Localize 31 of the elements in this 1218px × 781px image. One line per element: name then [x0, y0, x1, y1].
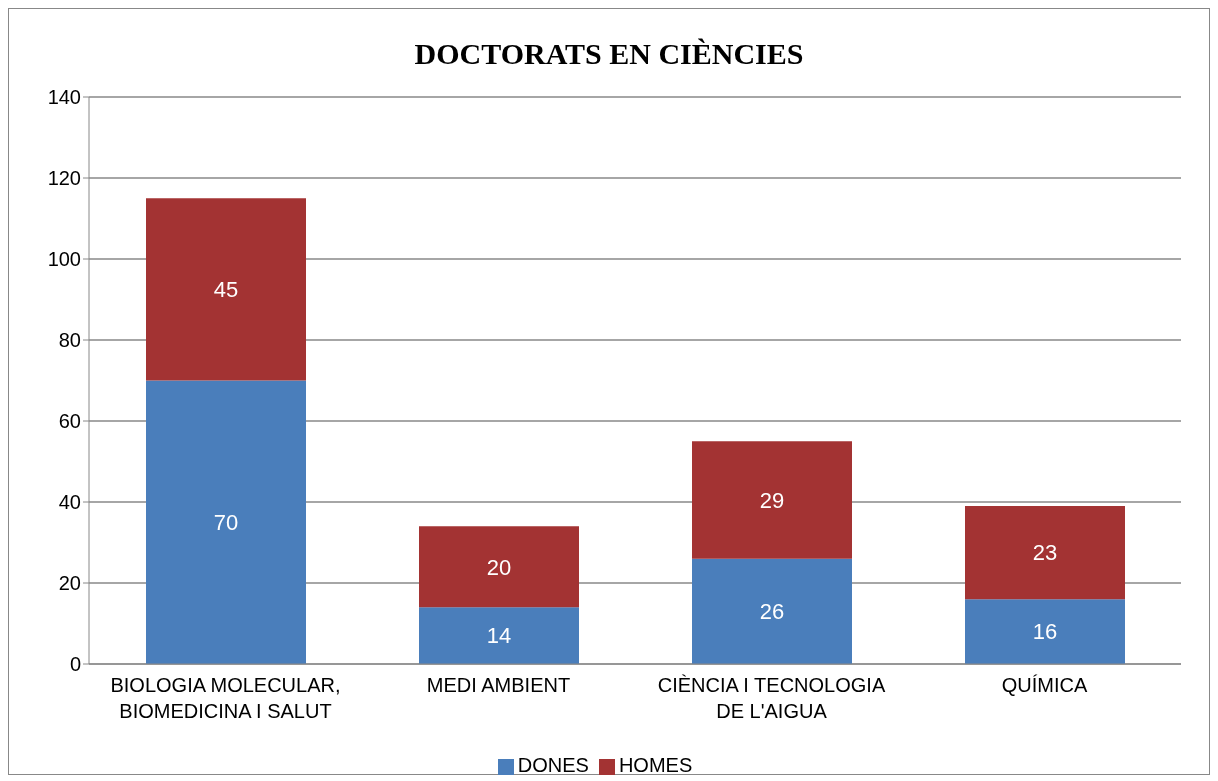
bar [965, 599, 1125, 664]
y-tick-label: 120 [47, 167, 81, 190]
data-label: 29 [759, 487, 785, 513]
bar [692, 441, 852, 559]
x-tick-label: QUÍMICA [1001, 674, 1088, 696]
data-label: 70 [213, 510, 239, 536]
y-tick-label: 100 [47, 248, 81, 271]
data-label: 14 [486, 623, 512, 649]
y-tick-label: 60 [58, 410, 81, 433]
y-tick-label: 40 [58, 491, 81, 514]
y-tick-label: 20 [58, 572, 81, 595]
bar [146, 198, 306, 381]
bar [419, 607, 579, 664]
bar [146, 380, 306, 664]
y-tick-label: 0 [69, 653, 81, 676]
y-tick-label: 140 [47, 86, 81, 109]
bar [419, 526, 579, 608]
data-label: 26 [759, 599, 785, 625]
legend-label: HOMES [618, 754, 693, 776]
x-tick-label: MEDI AMBIENT [426, 674, 571, 696]
x-tick-label: CIÈNCIA I TECNOLOGIA DE L'AIGUA [657, 674, 886, 722]
bar [965, 506, 1125, 600]
bar [692, 558, 852, 664]
x-tick-label: BIOLOGIA MOLECULAR, BIOMEDICINA I SALUT [110, 674, 341, 722]
y-tick-label: 80 [58, 329, 81, 352]
legend-label: DONES [517, 754, 589, 776]
data-label: 23 [1032, 540, 1058, 566]
data-label: 16 [1032, 619, 1058, 645]
data-label: 45 [213, 277, 239, 303]
data-label: 20 [486, 554, 512, 580]
chart-title: DOCTORATS EN CIÈNCIES [413, 36, 805, 72]
